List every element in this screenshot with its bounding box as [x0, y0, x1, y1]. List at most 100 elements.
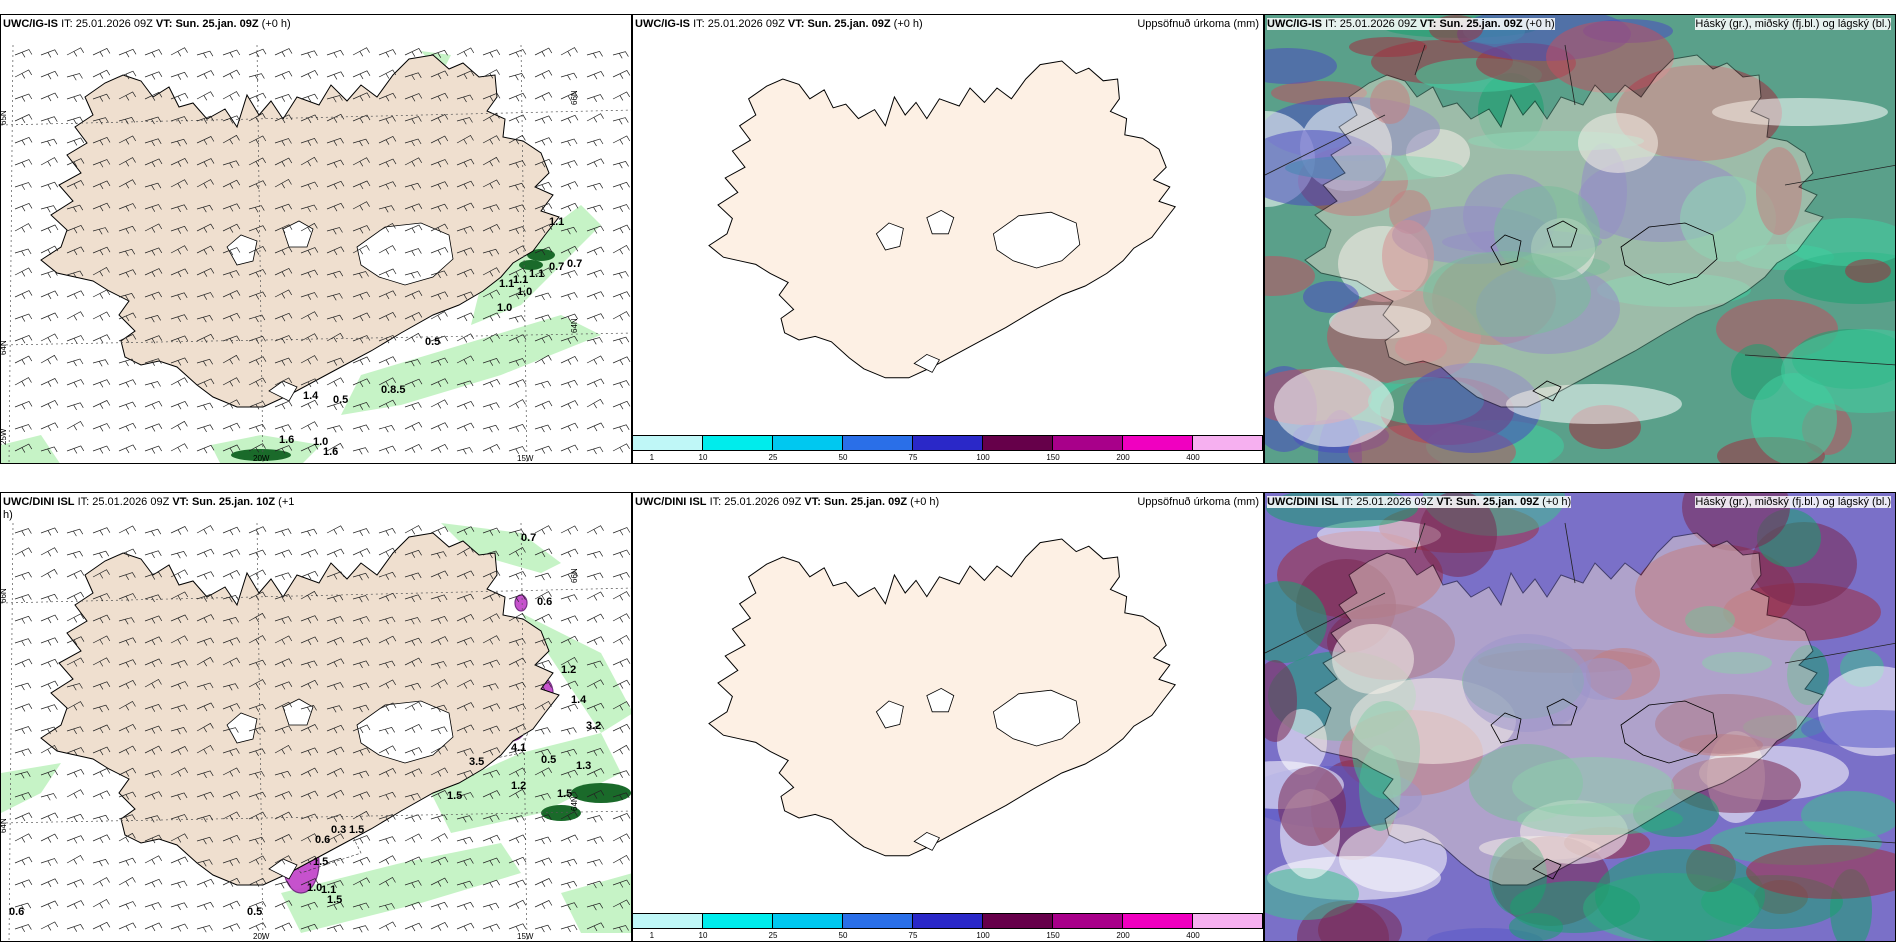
wind-barb: [586, 679, 605, 689]
wind-barb: [300, 855, 319, 865]
wind-barb: [560, 379, 578, 388]
wind-barb: [40, 333, 59, 343]
wind-barb: [40, 70, 59, 80]
wind-barb: [40, 49, 59, 58]
wind-barb: [612, 91, 631, 101]
wind-barb: [612, 635, 630, 645]
wind-barb: [170, 704, 188, 713]
wind-barb: [248, 922, 267, 932]
wind-barb: [482, 747, 501, 756]
wind-barb: [378, 571, 396, 580]
wind-barb: [300, 443, 319, 453]
contour-labels: 0.70.61.21.43.21.30.54.13.51.51.21.50.3 1…: [9, 532, 601, 918]
wind-barb: [170, 116, 188, 125]
wind-barb: [274, 922, 293, 932]
wind-barb: [560, 335, 578, 344]
wind-barb: [170, 71, 188, 80]
iceland-land: [1304, 54, 1824, 408]
wind-barb: [92, 400, 111, 409]
wind-barb: [456, 291, 475, 300]
coordinate-label: 20W: [253, 454, 270, 463]
wind-barb: [196, 245, 215, 255]
cloud-blob: [1509, 913, 1563, 941]
wind-barb: [612, 855, 630, 865]
cloud-blob: [1578, 113, 1658, 173]
precip-band: [441, 523, 561, 573]
wind-barb: [118, 659, 137, 668]
wind-barb: [222, 594, 239, 603]
wind-barb: [92, 877, 110, 887]
wind-barb: [40, 726, 58, 735]
wind-barb: [430, 357, 449, 366]
wind-barb: [66, 569, 85, 579]
cloud-blob: [1370, 80, 1410, 124]
wind-barb: [40, 205, 57, 213]
wind-barb: [508, 182, 526, 191]
wind-barb: [534, 267, 553, 277]
wind-barb: [482, 635, 500, 645]
wind-barb: [508, 724, 527, 733]
wind-barb: [560, 811, 578, 821]
wind-barb: [170, 157, 189, 167]
wind-barb: [352, 138, 370, 147]
wind-barb: [378, 115, 396, 124]
wind-panel-ig-is: UWC/IG-IS IT: 25.01.2026 09Z VT: Sun. 25…: [0, 14, 632, 464]
wind-barb: [144, 834, 163, 844]
wind-barb: [170, 92, 189, 102]
wind-barb: [534, 637, 553, 646]
wind-barb: [534, 314, 552, 323]
wind-barb: [352, 548, 371, 557]
wind-barb: [170, 591, 189, 601]
wind-barb: [430, 901, 448, 910]
wind-barb: [222, 223, 241, 233]
colorbar-tick: 200: [1116, 931, 1130, 940]
wind-barb: [300, 399, 319, 409]
wind-barb: [118, 135, 137, 145]
wind-barb: [66, 657, 85, 667]
wind-barb: [612, 549, 631, 558]
contour-label: 1.5: [447, 790, 462, 802]
contour-label: 1.1: [321, 884, 336, 896]
wind-barb: [352, 114, 371, 124]
wind-barb: [66, 550, 84, 559]
wind-barb: [430, 877, 449, 887]
wind-barb: [118, 116, 136, 125]
wind-barb: [456, 593, 475, 602]
wind-barb: [326, 246, 345, 256]
wind-barb: [352, 157, 370, 167]
colorbar-tick: 50: [838, 453, 848, 462]
wind-barb: [300, 269, 319, 278]
wind-barb: [378, 245, 396, 255]
wind-barb: [326, 789, 345, 799]
wind-barb: [274, 834, 293, 843]
contour-label: 1.0: [497, 302, 512, 314]
wind-barb: [508, 594, 526, 602]
wind-barb: [404, 637, 423, 646]
wind-barb: [144, 878, 163, 888]
cloud-map: [1265, 493, 1895, 941]
boundary-line: [1784, 642, 1895, 664]
colorbar-tick: 1: [649, 453, 655, 462]
cloud-blob: [1395, 333, 1447, 363]
wind-barb: [196, 878, 215, 888]
wind-barb: [612, 51, 629, 59]
wind-barb: [404, 332, 422, 343]
colorbar-tick: 25: [768, 453, 778, 462]
wind-barb: [92, 527, 111, 536]
wind-barb: [40, 378, 59, 387]
wind-barb: [14, 355, 33, 365]
wind-barb: [144, 358, 162, 367]
wind-barb: [196, 925, 213, 933]
cloud-blob: [1265, 581, 1327, 663]
wind-barb: [430, 114, 449, 123]
wind-barb: [378, 702, 397, 712]
wind-barb: [326, 270, 344, 279]
wind-barb: [482, 402, 500, 411]
wind-barb: [170, 614, 189, 624]
wind-barb: [196, 444, 215, 454]
wind-barb: [14, 547, 33, 557]
wind-barb: [170, 814, 188, 822]
wind-barb: [118, 814, 136, 823]
wind-barb: [586, 225, 605, 234]
wind-barb: [196, 859, 213, 867]
